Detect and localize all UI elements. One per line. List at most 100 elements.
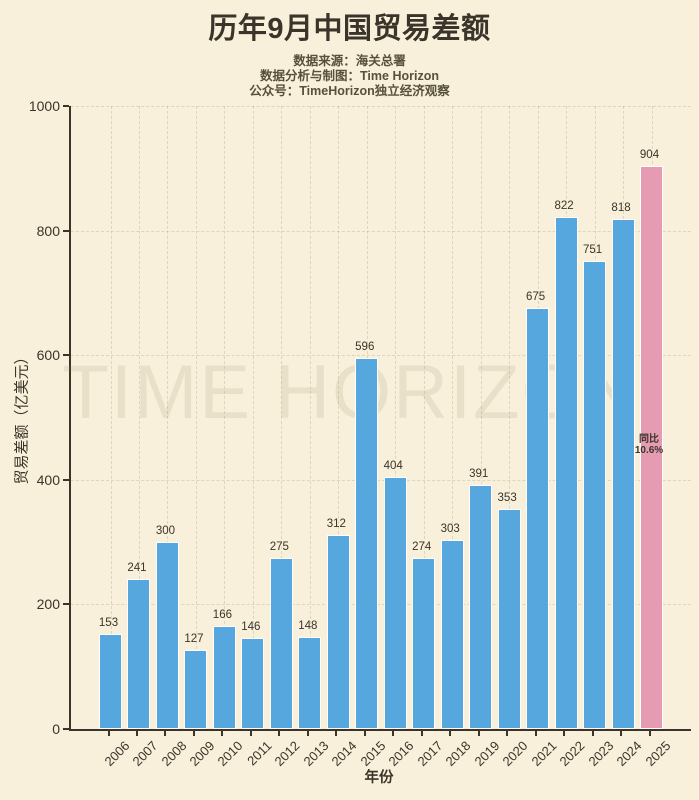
- x-tick-label-2010: 2010: [214, 738, 246, 770]
- v-gridline-2013: [309, 106, 311, 729]
- h-gridline-800: [71, 230, 691, 232]
- bar-value-2024: 818: [611, 202, 631, 215]
- v-gridline-2017: [423, 106, 425, 729]
- x-tick-mark: [477, 731, 480, 736]
- x-tick-mark: [392, 731, 395, 736]
- bar-2009: [184, 649, 208, 729]
- x-tick-mark: [164, 731, 167, 736]
- bar-2012: [269, 557, 293, 729]
- y-tick-label-600: 600: [36, 347, 60, 364]
- bar-2022: [554, 216, 578, 729]
- x-tick-label-2006: 2006: [101, 738, 133, 770]
- bar-2016: [383, 477, 407, 729]
- bar-value-2019: 391: [469, 468, 489, 481]
- highlight-annotation-line-2: 10.6%: [634, 445, 664, 456]
- bar-value-2017: 274: [412, 541, 432, 554]
- bar-2024: [611, 219, 635, 729]
- x-tick-mark: [420, 731, 423, 736]
- bar-value-2007: 241: [127, 561, 147, 574]
- x-tick-label-2012: 2012: [271, 738, 303, 770]
- x-tick-label-2021: 2021: [528, 738, 560, 770]
- x-tick-mark: [335, 731, 338, 736]
- x-tick-mark: [278, 731, 281, 736]
- bar-value-2021: 675: [526, 291, 546, 304]
- bar-2021: [526, 308, 550, 729]
- x-tick-label-2016: 2016: [385, 738, 417, 770]
- bar-value-2006: 153: [98, 616, 119, 629]
- bar-value-2012: 275: [269, 540, 289, 553]
- bar-value-2008: 300: [155, 525, 176, 538]
- chart-title: 历年9月中国贸易差额: [208, 13, 491, 45]
- subtitle-data-source: 数据来源：海关总署: [293, 54, 406, 68]
- x-tick-mark: [449, 731, 452, 736]
- v-gridline-2014: [338, 106, 340, 729]
- x-tick-mark: [249, 731, 252, 736]
- y-tick-label-0: 0: [52, 721, 60, 737]
- y-tick-mark: [63, 478, 69, 481]
- x-tick-mark: [192, 731, 195, 736]
- bar-2025: [640, 165, 663, 729]
- bar-2019: [469, 485, 493, 729]
- bar-value-2023: 751: [582, 244, 603, 257]
- bar-value-2013: 148: [298, 619, 318, 632]
- y-tick-label-1000: 1000: [28, 98, 60, 114]
- bar-2018: [440, 540, 464, 729]
- y-tick-mark: [63, 603, 69, 606]
- v-gridline-2020: [509, 106, 511, 729]
- x-tick-label-2022: 2022: [556, 738, 588, 770]
- h-gridline-200: [71, 604, 691, 606]
- h-gridline-600: [71, 355, 691, 357]
- x-tick-mark: [107, 731, 110, 736]
- x-tick-label-2019: 2019: [471, 738, 503, 770]
- h-gridline-1000: [71, 106, 691, 107]
- x-tick-label-2013: 2013: [300, 738, 332, 770]
- bar-2006: [99, 633, 122, 729]
- x-tick-label-2009: 2009: [186, 738, 218, 770]
- bar-value-2010: 166: [212, 608, 232, 621]
- x-tick-mark: [363, 731, 366, 736]
- y-tick-mark: [63, 229, 69, 232]
- bar-value-2025: 904: [639, 148, 660, 161]
- bar-2023: [583, 261, 607, 729]
- v-gridline-2007: [138, 106, 140, 729]
- subtitle-analysis-credit: 数据分析与制图：Time Horizon: [260, 69, 439, 83]
- x-tick-label-2024: 2024: [613, 738, 645, 770]
- x-axis-title: 年份: [364, 770, 394, 786]
- bar-value-2014: 312: [326, 517, 346, 530]
- bar-value-2020: 353: [497, 492, 517, 505]
- subtitle-wechat-account: 公众号：TimeHorizon独立经济观察: [249, 84, 450, 98]
- v-gridline-2012: [281, 106, 283, 729]
- x-tick-mark: [221, 731, 224, 736]
- highlight-annotation: 同比 10.6%: [635, 434, 663, 456]
- x-tick-label-2007: 2007: [129, 738, 161, 770]
- y-tick-mark: [63, 105, 69, 107]
- x-tick-mark: [648, 731, 651, 736]
- y-tick-mark: [63, 354, 69, 357]
- bar-2010: [212, 625, 236, 729]
- bar-value-2009: 127: [184, 632, 204, 645]
- x-tick-mark: [306, 731, 309, 736]
- y-tick-label-800: 800: [36, 222, 60, 239]
- bar-value-2015: 596: [355, 340, 375, 353]
- x-tick-mark: [620, 731, 623, 736]
- bar-2017: [412, 558, 436, 729]
- bar-2007: [127, 578, 151, 729]
- x-tick-label-2020: 2020: [499, 738, 531, 770]
- x-tick-label-2011: 2011: [244, 738, 275, 769]
- x-tick-label-2008: 2008: [157, 738, 190, 770]
- x-tick-mark: [506, 731, 509, 736]
- watermark-text: TIME HORIZON: [62, 350, 640, 435]
- bar-2008: [155, 542, 179, 729]
- v-gridline-2006: [110, 106, 112, 729]
- v-gridline-2009: [195, 106, 197, 729]
- v-gridline-2019: [480, 106, 482, 729]
- bar-2020: [497, 509, 521, 729]
- bar-value-2011: 146: [241, 621, 261, 634]
- bar-2014: [326, 534, 350, 729]
- x-tick-label-2023: 2023: [585, 738, 617, 770]
- x-tick-mark: [135, 731, 138, 736]
- v-gridline-2018: [452, 106, 454, 729]
- bar-2013: [298, 636, 322, 729]
- y-axis-title: 贸易差额（亿美元）: [13, 349, 31, 485]
